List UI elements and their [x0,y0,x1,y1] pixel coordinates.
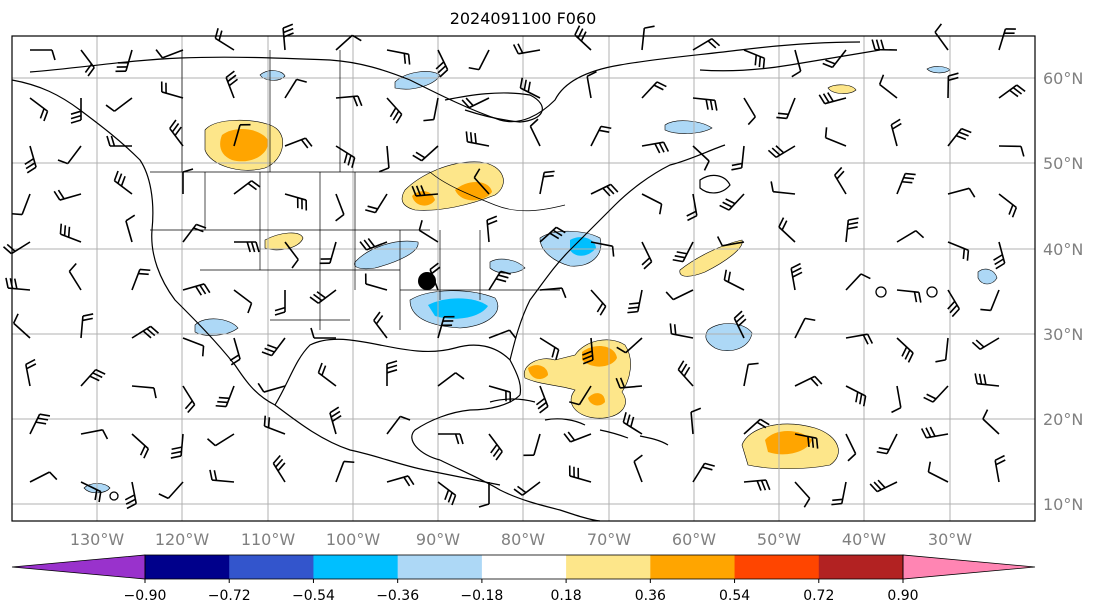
lat-label: 40°N [1043,240,1083,259]
colorbar-extend-high [903,555,1035,579]
colorbar-tick-label: −0.36 [376,588,419,604]
colorbar-segments [12,555,1035,579]
lon-label: 110°W [241,530,296,549]
colorbar-segment [145,555,230,579]
lon-label: 120°W [155,530,210,549]
lat-label: 50°N [1043,154,1083,173]
lat-label: 60°N [1043,69,1083,88]
colorbar: −0.90 −0.72 −0.54 −0.36 −0.18 0.18 0.36 0.54 0.7… [12,555,1035,604]
colorbar-segment [229,555,314,579]
lat-label: 10°N [1043,495,1083,514]
latitude-labels: 60°N 50°N 40°N 30°N 20°N 10°N [1043,69,1083,514]
colorbar-tick-label: −0.72 [208,588,251,604]
lon-label: 30°W [928,530,972,549]
lon-label: 70°W [587,530,631,549]
longitude-labels: 130°W 120°W 110°W 100°W 90°W 80°W 70°W 6… [70,530,972,549]
colorbar-segment [313,555,398,579]
lon-label: 90°W [416,530,460,549]
lon-label: 60°W [672,530,716,549]
lon-label: 40°W [842,530,886,549]
lon-label: 80°W [501,530,545,549]
colorbar-tick-label: 0.72 [803,588,834,604]
colorbar-tick-label: −0.18 [460,588,503,604]
colorbar-tick-label: −0.54 [292,588,335,604]
colorbar-segment [566,555,651,579]
colorbar-segment [398,555,483,579]
colorbar-segment [482,555,567,579]
colorbar-tick-label: 0.36 [635,588,666,604]
colorbar-tick-label: 0.54 [719,588,750,604]
colorbar-segment [819,555,904,579]
colorbar-tick-label: −0.90 [124,588,167,604]
lon-label: 50°W [757,530,801,549]
colorbar-tick-label: 0.18 [551,588,582,604]
lon-label: 130°W [70,530,125,549]
location-marker [418,272,436,290]
colorbar-ticks: −0.90 −0.72 −0.54 −0.36 −0.18 0.18 0.36 0.54 0.7… [124,579,919,604]
lon-label: 100°W [326,530,381,549]
colorbar-tick-label: 0.90 [887,588,918,604]
colorbar-segment [735,555,820,579]
lat-label: 20°N [1043,410,1083,429]
colorbar-segment [650,555,735,579]
lat-label: 30°N [1043,325,1083,344]
colorbar-extend-low [12,555,145,579]
